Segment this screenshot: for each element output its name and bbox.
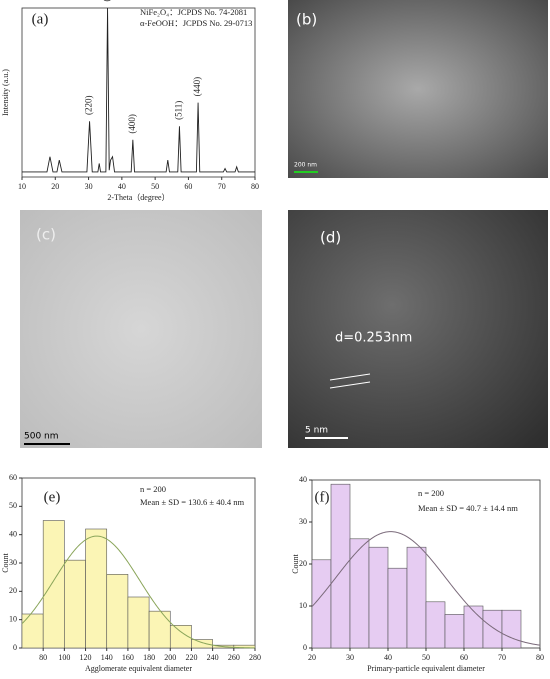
y-axis-label: Count	[291, 553, 300, 573]
peak-label: (400)	[127, 114, 137, 134]
bar	[482, 609, 503, 649]
bar	[42, 520, 65, 649]
x-tick-label: 80	[39, 653, 47, 662]
y-tick-label: 10	[9, 614, 17, 623]
annotation: Mean ± SD = 40.7 ± 14.4 nm	[418, 503, 518, 513]
bar	[85, 528, 108, 649]
y-axis-label: Count	[1, 552, 10, 572]
bar	[106, 574, 129, 649]
bar	[169, 625, 192, 649]
scale-text: 200 nm	[294, 162, 317, 169]
annotation: Mean ± SD = 130.6 ± 40.4 nm	[140, 497, 244, 507]
plot-frame	[21, 7, 256, 178]
bar	[501, 609, 522, 649]
annotation: NiFe₂O₄：JCPDS No. 74-2081	[140, 7, 247, 17]
x-tick-label: 20	[51, 182, 59, 191]
fit-curve	[311, 531, 541, 646]
x-tick-label: 200	[164, 653, 176, 662]
bar	[349, 538, 370, 649]
x-tick-label: 220	[185, 653, 197, 662]
y-tick-label: 20	[9, 586, 17, 595]
bar	[463, 605, 484, 649]
bar	[425, 601, 446, 649]
y-tick-label: 40	[299, 475, 307, 484]
annotation: n = 200	[418, 488, 444, 498]
x-tick-label: 30	[346, 653, 354, 662]
annotation: d=0.253nm	[335, 331, 412, 346]
x-tick-label: 280	[249, 653, 261, 662]
x-tick-label: 50	[151, 182, 159, 191]
hrtem-image	[288, 210, 548, 448]
x-tick-label: 40	[384, 653, 392, 662]
y-tick-label: 0	[13, 643, 17, 652]
annotation: α-FeOOH：JCPDS No. 29-0713	[140, 18, 252, 28]
y-tick-label: 50	[9, 501, 17, 510]
bar	[444, 614, 465, 649]
x-tick-label: 70	[498, 653, 506, 662]
x-tick-label: 60	[460, 653, 468, 662]
x-axis-label: 2-Theta（degree）	[107, 193, 169, 202]
panel-label: (e)	[44, 489, 61, 505]
y-tick-label: 30	[9, 558, 17, 567]
bar	[148, 610, 171, 649]
x-tick-label: 160	[122, 653, 134, 662]
peak-label: (440)	[192, 77, 202, 97]
bar	[387, 567, 408, 649]
lattice-marker	[329, 381, 371, 389]
x-tick-label: 180	[143, 653, 155, 662]
x-tick-label: 120	[80, 653, 92, 662]
y-tick-label: 60	[9, 473, 17, 482]
lattice-marker	[329, 373, 371, 381]
y-tick-label: 0	[303, 643, 307, 652]
x-tick-label: 60	[184, 182, 192, 191]
bar	[21, 613, 44, 649]
bar	[406, 546, 427, 649]
peak-label: (311)	[102, 0, 112, 2]
bar	[330, 483, 351, 649]
x-axis-label: Primary-particle equivalent diameter	[367, 664, 485, 673]
peak-label: (220)	[84, 95, 94, 115]
x-tick-label: 30	[85, 182, 93, 191]
panel-label: (d)	[320, 229, 341, 247]
bar	[127, 596, 150, 649]
y-tick-label: 40	[9, 529, 17, 538]
tem-image	[20, 210, 262, 448]
x-axis-label: Agglomerate equivalent diameter	[85, 664, 192, 673]
panel-label: (a)	[32, 11, 49, 27]
panel-label: (b)	[296, 11, 317, 29]
x-tick-label: 100	[58, 653, 70, 662]
bar	[191, 639, 213, 649]
scale-text: 5 nm	[305, 426, 328, 436]
x-tick-label: 20	[308, 653, 316, 662]
panel-label: (c)	[36, 226, 56, 244]
y-tick-label: 10	[299, 601, 307, 610]
y-tick-label: 20	[299, 559, 307, 568]
x-tick-label: 70	[218, 182, 226, 191]
bar	[64, 559, 86, 649]
x-tick-label: 260	[228, 653, 240, 662]
x-tick-label: 10	[18, 182, 26, 191]
x-tick-label: 40	[118, 182, 126, 191]
peak-label: (511)	[174, 101, 184, 120]
x-tick-label: 80	[251, 182, 259, 191]
y-axis-label: Intensity (a.u.)	[1, 69, 10, 116]
annotation: n = 200	[140, 484, 166, 494]
panel-label: (f)	[315, 489, 330, 505]
bar	[368, 546, 389, 649]
x-tick-label: 80	[536, 653, 544, 662]
sem-image	[288, 0, 548, 178]
xrd-line	[22, 7, 255, 173]
x-tick-label: 140	[101, 653, 113, 662]
x-tick-label: 50	[422, 653, 430, 662]
x-tick-label: 240	[207, 653, 219, 662]
fit-curve	[21, 535, 256, 649]
y-tick-label: 30	[299, 517, 307, 526]
scale-text: 500 nm	[24, 432, 59, 442]
